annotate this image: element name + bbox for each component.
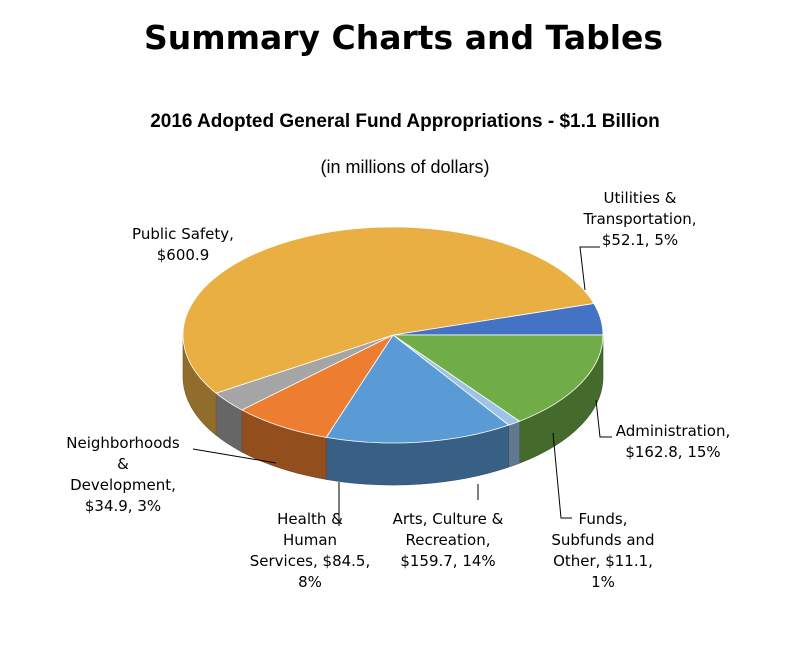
pie-sides — [182, 334, 604, 486]
leader-lines — [192, 246, 612, 526]
label-administration: Administration, $162.8, 15% — [615, 422, 731, 461]
slice-side-funds-subfunds-and-other — [508, 420, 520, 468]
slice-arts-culture-recreation — [325, 334, 510, 444]
label-neighborhoods-development: Neighborhoods & Development, $34.9, 3% — [66, 434, 180, 515]
page-title: Summary Charts and Tables — [143, 18, 664, 57]
chart-title: 2016 Adopted General Fund Appropriations… — [150, 111, 660, 132]
leader-line-neighborhoods-development — [192, 448, 277, 464]
label-funds-subfunds-other: Funds, Subfunds and Other, $11.1, 1% — [551, 510, 655, 591]
pie-tops — [182, 226, 604, 444]
leader-line-administration — [595, 399, 612, 438]
label-public-safety: Public Safety, $600.9 — [132, 225, 234, 264]
slice-public-safety — [182, 226, 595, 394]
leader-line-funds-subfunds-and-other — [552, 432, 572, 519]
slice-health-human-services — [240, 333, 395, 438]
chart-subtitle: (in millions of dollars) — [320, 157, 490, 177]
label-health-human-services: Health & Human Services, $84.5, 8% — [249, 510, 371, 591]
label-arts-culture-recreation: Arts, Culture & Recreation, $159.7, 14% — [392, 510, 504, 570]
leader-line-utilities-transportation — [579, 246, 600, 291]
label-utilities-transportation: Utilities & Transportation, $52.1, 5% — [583, 189, 697, 249]
slice-administration — [391, 334, 604, 422]
